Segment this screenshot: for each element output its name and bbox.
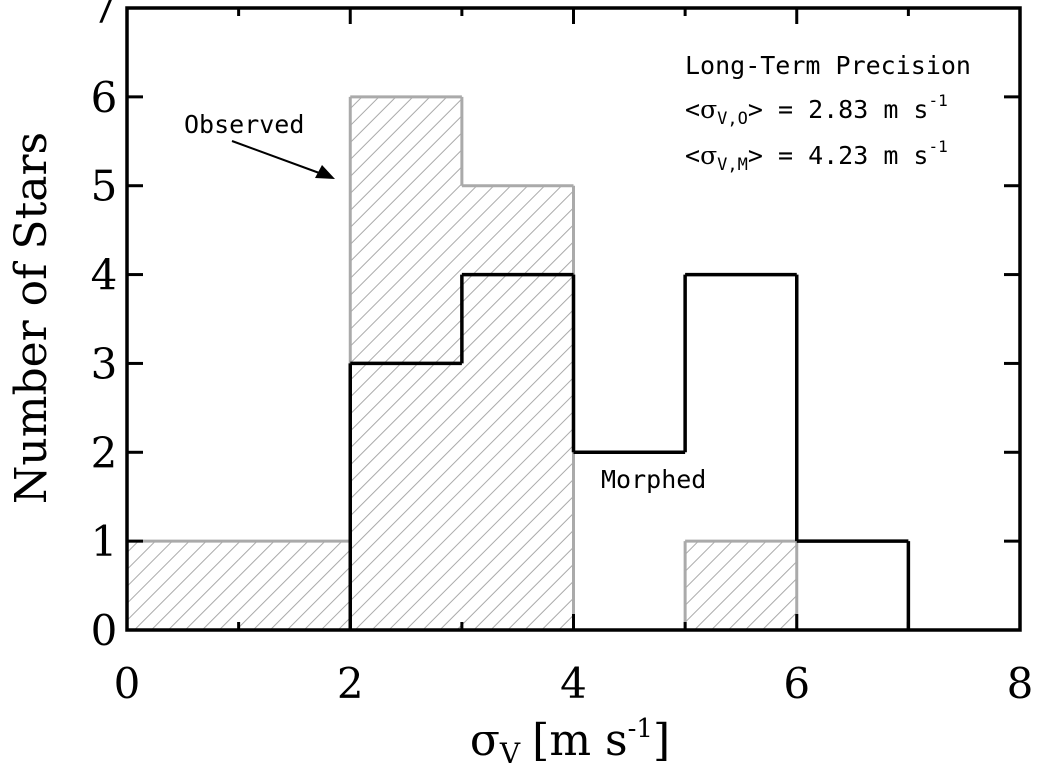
observed-bar: [127, 541, 239, 630]
observed-bar: [238, 541, 351, 630]
y-tick-label: 7: [91, 0, 118, 33]
x-axis-title: σV [m s-1]: [470, 714, 670, 763]
x-tick-label: 6: [783, 659, 810, 708]
x-tick-label: 2: [337, 659, 364, 708]
y-tick-label: 5: [91, 162, 118, 211]
y-axis-title: Number of Stars: [6, 132, 57, 504]
precision-title: Long-Term Precision: [685, 51, 971, 80]
precision-line-morphed: <σV,M> = 4.23 m s-1: [685, 137, 948, 175]
observed-arrow: [231, 140, 335, 179]
y-tick-label: 6: [91, 73, 118, 122]
y-tick-label: 3: [91, 339, 118, 388]
x-tick-label: 8: [1007, 659, 1034, 708]
morphed-outline: [348, 272, 911, 630]
y-tick-label: 0: [91, 606, 118, 655]
x-tick-label: 4: [560, 659, 587, 708]
y-tick-label: 2: [91, 428, 118, 477]
morphed-label: Morphed: [601, 465, 706, 494]
observed-bar: [685, 541, 797, 630]
precision-line-observed: <σV,O> = 2.83 m s-1: [685, 91, 948, 129]
x-tick-label: 0: [114, 659, 141, 708]
y-tick-label: 1: [91, 517, 118, 566]
y-tick-label: 4: [91, 251, 118, 300]
morphed-bar: [797, 541, 909, 630]
observed-label: Observed: [184, 110, 304, 139]
observed-bar: [461, 185, 574, 630]
